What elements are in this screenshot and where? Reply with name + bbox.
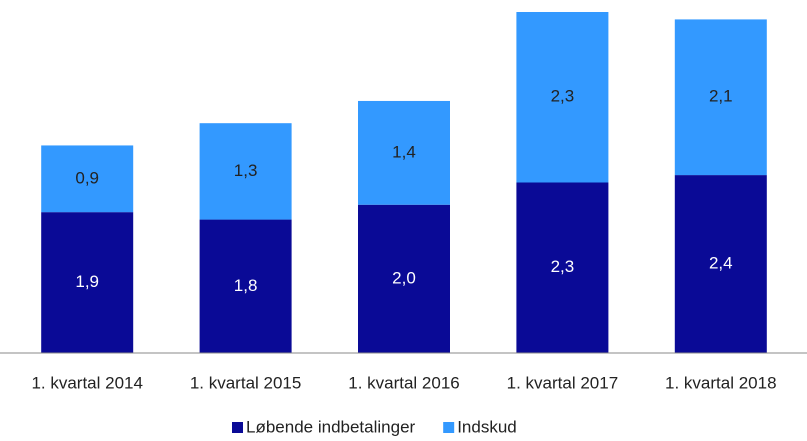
legend-swatch — [443, 422, 455, 433]
bar-segment — [358, 204, 450, 353]
bar-segment — [674, 175, 767, 353]
data-label: 1,4 — [392, 142, 416, 161]
data-label: 1,3 — [234, 161, 258, 180]
data-label: 2,0 — [392, 268, 416, 287]
bar-segment — [199, 219, 292, 353]
bar-segment — [358, 100, 450, 205]
bar-segment — [516, 12, 609, 183]
x-tick-label: 1. kvartal 2014 — [31, 373, 143, 392]
bar-segment — [41, 145, 134, 213]
bar-segment — [199, 123, 292, 220]
data-label: 2,3 — [551, 87, 575, 106]
data-label: 1,8 — [234, 276, 258, 295]
x-tick-label: 1. kvartal 2015 — [190, 373, 302, 392]
x-tick-label: 1. kvartal 2017 — [507, 373, 619, 392]
data-label: 0,9 — [75, 168, 99, 187]
data-label: 2,3 — [551, 257, 575, 276]
data-label: 2,4 — [709, 254, 733, 273]
legend-swatch — [232, 422, 243, 433]
bar-segment — [41, 212, 134, 353]
bar-segment — [674, 19, 767, 176]
legend-label: Løbende indbetalinger — [246, 417, 416, 436]
bar-segment — [516, 182, 609, 353]
legend-label: Indskud — [457, 417, 517, 436]
x-tick-label: 1. kvartal 2018 — [665, 373, 777, 392]
data-label: 2,1 — [709, 87, 733, 106]
x-tick-label: 1. kvartal 2016 — [348, 373, 460, 392]
data-label: 1,9 — [75, 272, 99, 291]
